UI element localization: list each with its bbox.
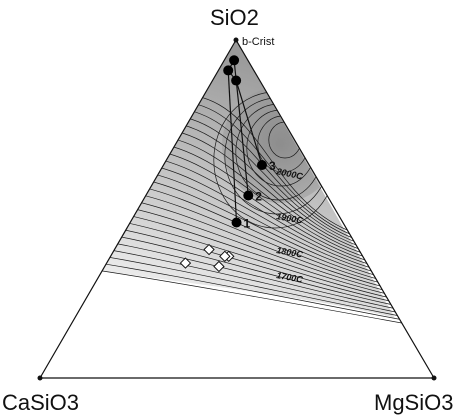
isotherm-line [163,128,393,259]
liquidus-field [59,40,434,331]
point-label-2: 2 [255,189,262,203]
vertex-label-casio3: CaSiO3 [2,390,79,415]
isotherm-line [127,176,409,284]
open-diamond-4 [213,260,225,273]
vertex-annotation-b-crist: b-Crist [242,36,274,48]
composition-point-3 [256,160,267,171]
isotherm-line [189,94,381,241]
isotherm-line [143,155,402,273]
isotherm-line [174,115,388,252]
open-diamond-0 [203,243,215,256]
isotherm-line [101,210,421,302]
isotherm-line [117,189,414,291]
isotherm-line [96,217,424,306]
open-diamond-markers [179,243,235,273]
isotherm-line [184,101,383,244]
composition-point-3 [229,55,240,66]
composition-point-1 [231,217,242,228]
isotherm-line [106,203,419,298]
isotherm-line [148,149,400,270]
isotherm-line [132,169,407,280]
vertex-casio3-dot [37,375,43,381]
vertex-mgsio3-dot [431,375,437,381]
vertex-label-mgsio3: MgSiO3 [374,390,453,415]
isotherm-label-1800: 1800C [276,245,304,260]
isotherm-label-1700: 1700C [276,270,304,285]
isotherm-line [179,108,385,248]
isotherm-line [153,142,397,266]
isotherm-label-1900: 1900C [276,211,304,226]
composition-point-4 [223,65,234,76]
path-1 [227,70,238,223]
composition-point-2 [243,190,254,201]
isotherm-line [158,135,395,262]
vertex-sio2-dot [233,37,239,43]
open-diamond-2 [179,257,192,269]
point-label-1: 1 [244,217,251,231]
composition-points: 12 3 [223,55,276,231]
vertex-label-sio2: SiO2 [210,5,259,30]
path-3 [235,80,263,166]
isotherm-lines [59,91,434,331]
isotherm-line [111,196,417,295]
isotherm-line [122,183,412,288]
ternary-triangle [38,38,436,379]
composition-point-5 [231,75,242,86]
point-label-3: 3 [269,159,276,173]
isotherm-line [169,121,390,255]
open-diamond-3 [219,250,231,263]
isotherm-line [137,162,405,277]
